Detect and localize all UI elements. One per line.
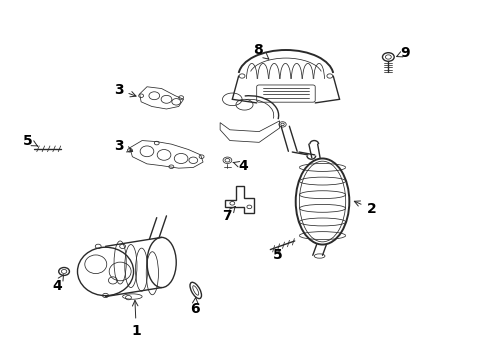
Text: 2: 2 xyxy=(354,201,375,216)
Text: 5: 5 xyxy=(22,134,38,148)
Text: 8: 8 xyxy=(253,43,268,59)
Text: 4: 4 xyxy=(233,159,248,173)
Text: 1: 1 xyxy=(131,300,141,338)
Text: 9: 9 xyxy=(396,46,409,60)
Text: 4: 4 xyxy=(52,275,63,293)
Text: 5: 5 xyxy=(272,248,282,262)
Text: 3: 3 xyxy=(114,83,136,97)
Text: 6: 6 xyxy=(189,297,199,316)
Text: 7: 7 xyxy=(222,206,235,223)
Text: 3: 3 xyxy=(114,139,132,153)
